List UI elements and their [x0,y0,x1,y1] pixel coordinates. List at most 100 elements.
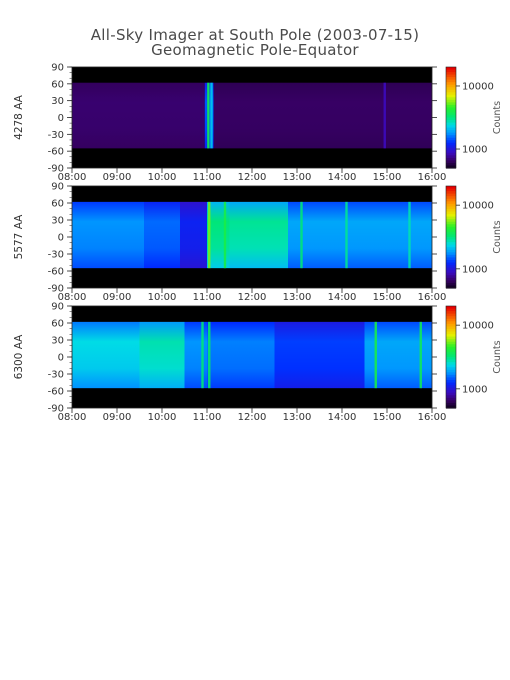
y-tick-label: 0 [58,113,64,124]
colorbar-cell [446,67,456,71]
colorbar-tick-label: 10000 [462,81,494,92]
x-tick-label: 08:00 [58,172,87,183]
x-tick-label: 15:00 [373,172,402,183]
chart-subtitle: Geomagnetic Pole-Equator [151,41,359,59]
colorbar-cell [446,109,456,114]
heatmap-segment [229,201,288,269]
colorbar-cell [446,206,456,210]
colorbar-cell [446,336,456,340]
colorbar-cell [446,280,456,284]
heatmap-segment [144,201,180,269]
x-tick-label: 12:00 [238,172,267,183]
colorbar-cell [446,311,456,315]
colorbar-cell [446,357,456,361]
colorbar-cell [446,405,456,409]
colorbar-cell [446,249,456,253]
colorbar-cell [446,160,456,164]
colorbar-cell [446,117,456,121]
colorbar-cell [446,339,456,343]
colorbar-cell [446,122,456,126]
colorbar-cell [446,203,456,207]
colorbar-cell [446,107,456,111]
colorbar-cell [446,331,456,335]
colorbar-cell [446,270,456,274]
colorbar-cell [446,145,456,149]
colorbar-cell [446,364,456,368]
x-tick-label: 14:00 [328,412,357,423]
y-tick-label: 0 [58,353,64,364]
chart-title: All-Sky Imager at South Pole (2003-07-15… [91,26,419,44]
x-tick-label: 10:00 [148,292,177,303]
y-tick-label: -60 [48,267,64,278]
y-tick-label: -60 [48,387,64,398]
colorbar-cell [446,308,456,312]
heatmap-streak [383,82,386,149]
colorbar-cell [446,74,456,78]
heatmap-streak [208,321,211,389]
colorbar-cell [446,208,456,213]
colorbar-cell [446,191,456,195]
colorbar-cell [446,402,456,407]
y-tick-label: -30 [48,130,64,141]
x-tick-label: 11:00 [193,412,222,423]
colorbar-cell [446,354,456,358]
colorbar-cell [446,216,456,220]
colorbar-cell [446,87,456,91]
colorbar-cell [446,328,456,333]
colorbar-cell [446,140,456,144]
x-tick-label: 09:00 [103,292,132,303]
colorbar-cell [446,165,456,169]
colorbar-cell [446,392,456,396]
colorbar-cell [446,382,456,386]
x-tick-label: 12:00 [238,292,267,303]
colorbar-cell [446,344,456,348]
colorbar-tick-label: 1000 [462,145,487,156]
heatmap-streak [345,201,348,269]
colorbar-cell [446,244,456,248]
colorbar-cell [446,313,456,317]
colorbar-cell [446,214,456,218]
heatmap-segment [72,321,140,389]
x-tick-label: 16:00 [418,292,447,303]
heatmap-segment [180,201,207,269]
x-tick-label: 13:00 [283,172,312,183]
colorbar-cell [446,257,456,261]
x-tick-label: 09:00 [103,172,132,183]
heatmap-segment [213,82,432,149]
colorbar-cell [446,229,456,233]
heatmap-streak [408,201,411,269]
colorbar-cell [446,334,456,338]
colorbar-cell [446,397,456,401]
colorbar-cell [446,285,456,289]
colorbar-tick-label: 1000 [462,264,487,275]
heatmap-streak [208,201,211,269]
colorbar-cell [446,89,456,93]
colorbar-cell [446,277,456,281]
colorbar-cell [446,99,456,103]
x-tick-label: 16:00 [418,172,447,183]
colorbar-cell [446,186,456,190]
colorbar-cell [446,395,456,399]
colorbar-cell [446,125,456,129]
colorbar-label: Counts [492,101,503,134]
y-tick-label: 60 [51,319,64,330]
x-tick-label: 14:00 [328,292,357,303]
y-tick-label: 30 [51,216,64,227]
colorbar-cell [446,152,456,156]
colorbar-cell [446,385,456,389]
heatmap-segment [288,201,432,269]
colorbar-cell [446,188,456,192]
colorbar-cell [446,231,456,236]
colorbar-cell [446,137,456,141]
colorbar-cell [446,239,456,243]
heatmap-streak [210,82,213,149]
y-tick-label: -30 [48,250,64,261]
x-tick-label: 13:00 [283,292,312,303]
heatmap-segment [72,82,205,149]
colorbar-cell [446,379,456,384]
colorbar-cell [446,318,456,322]
